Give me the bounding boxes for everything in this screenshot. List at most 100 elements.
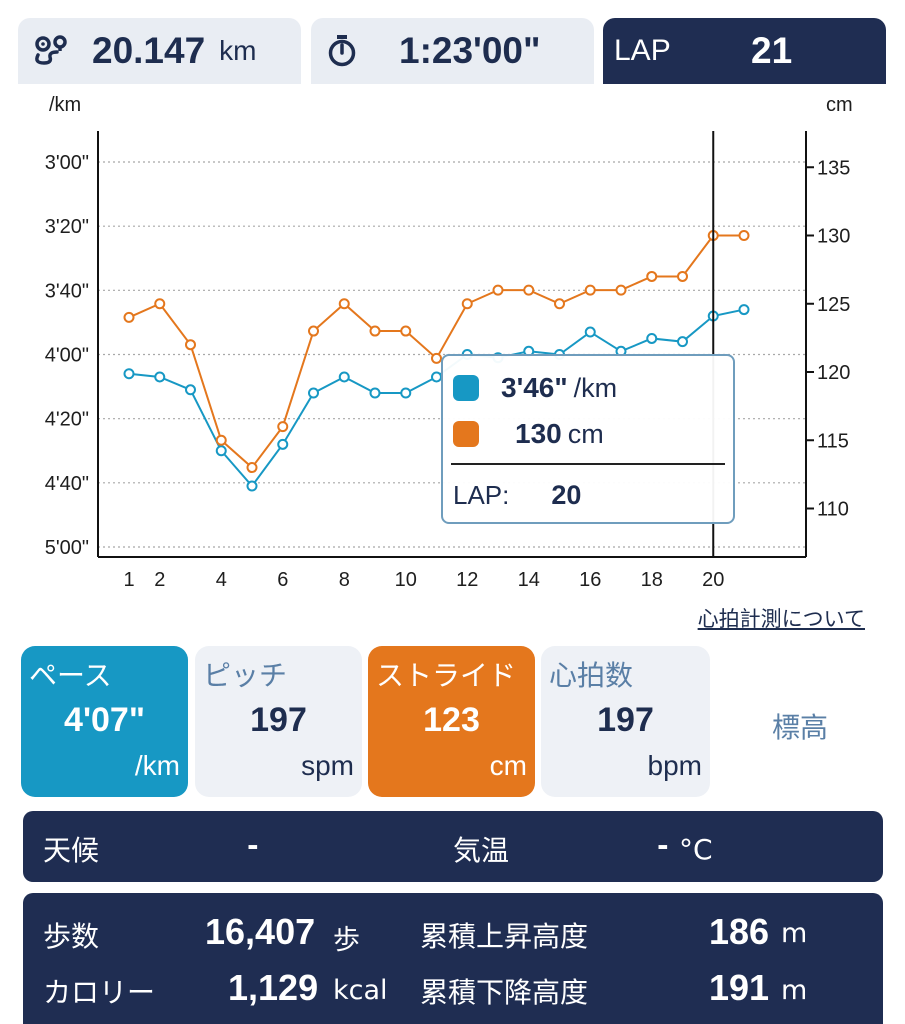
pace-point[interactable]	[308, 387, 319, 399]
temperature-label: 気温	[453, 834, 510, 867]
x-tick-label: 12	[456, 569, 478, 591]
descent-unit: m	[781, 975, 808, 1006]
calories-label: カロリー	[43, 976, 156, 1009]
pace-point[interactable]	[154, 371, 166, 383]
pace-point[interactable]	[215, 445, 227, 457]
right-tick-label: 110	[817, 499, 849, 521]
pace-point[interactable]	[738, 304, 750, 316]
stride-point[interactable]	[308, 325, 319, 337]
tooltip-pace-unit: /km	[573, 372, 618, 403]
tooltip-lap-row: LAP: 20	[453, 480, 581, 511]
stride-point[interactable]	[523, 284, 535, 296]
pace-point[interactable]	[338, 371, 350, 383]
lap-card[interactable]: LAP 21	[603, 18, 886, 84]
tooltip-stride-row: 130 cm	[453, 418, 604, 450]
ascent-value: 186	[709, 911, 770, 952]
lap-value: 21	[751, 30, 793, 71]
stride-point[interactable]	[492, 284, 504, 296]
steps-unit: 歩	[333, 925, 360, 956]
stride-card[interactable]: ストライド 123 cm	[368, 646, 535, 797]
ascent-unit: m	[781, 918, 808, 949]
descent-label: 累積下降高度	[420, 976, 589, 1009]
chart-tooltip: 3'46" /km 130 cm LAP: 20	[441, 354, 735, 524]
right-tick-label: 120	[817, 362, 850, 384]
stride-point[interactable]	[338, 298, 350, 310]
stride-label: ストライド	[376, 659, 517, 692]
stride-point[interactable]	[461, 298, 473, 310]
chart-axes	[97, 131, 807, 558]
pitch-label: ピッチ	[203, 659, 288, 692]
left-tick-label: 4'40"	[45, 473, 89, 495]
pace-stride-chart[interactable]: /km cm 3'00" 3'20" 3'40" 4'00" 4'20" 4'40" 5'0…	[0, 86, 905, 601]
x-tick-label: 6	[277, 569, 288, 591]
pace-point[interactable]	[185, 384, 196, 396]
temperature-unit: °C	[679, 833, 713, 866]
pace-point[interactable]	[277, 438, 289, 450]
descent-value: 191	[709, 967, 770, 1008]
ascent-label: 累積上昇高度	[420, 920, 589, 953]
stride-point[interactable]	[185, 339, 196, 351]
tooltip-lap-value: 20	[551, 480, 582, 510]
x-tick-label: 4	[216, 569, 227, 591]
left-axis-ticks: 3'00" 3'20" 3'40" 4'00" 4'20" 4'40" 5'00"	[45, 152, 89, 559]
right-tick-label: 115	[817, 430, 849, 452]
x-tick-label: 16	[579, 569, 601, 591]
stride-swatch	[453, 421, 479, 447]
stride-point[interactable]	[615, 284, 627, 296]
left-axis-unit: /km	[49, 94, 81, 116]
heart-rate-value: 197	[597, 701, 654, 739]
pace-point[interactable]	[646, 332, 658, 344]
stride-point[interactable]	[154, 298, 166, 310]
time-value: 1:23'00"	[399, 30, 541, 71]
x-tick-label: 14	[518, 569, 540, 591]
stride-point[interactable]	[646, 270, 658, 282]
stride-point[interactable]	[123, 311, 135, 323]
right-axis-ticks: 135 130 125 120 115 110	[806, 157, 850, 521]
pace-point[interactable]	[400, 387, 412, 399]
pace-label: ペース	[29, 659, 112, 692]
weather-bar: 天候 - 気温 - °C	[23, 811, 883, 882]
stride-unit: cm	[489, 750, 527, 781]
x-tick-label: 10	[395, 569, 417, 591]
pitch-card[interactable]: ピッチ 197 spm	[195, 646, 362, 797]
stride-point[interactable]	[369, 325, 381, 337]
pace-swatch	[453, 375, 479, 401]
heart-rate-info-link[interactable]: 心拍計測について	[697, 607, 865, 631]
pace-point[interactable]	[677, 336, 688, 348]
stride-point[interactable]	[554, 298, 565, 310]
stride-point[interactable]	[400, 325, 412, 337]
pace-point[interactable]	[431, 371, 442, 383]
x-tick-label: 1	[123, 569, 134, 591]
stride-point[interactable]	[246, 462, 258, 474]
stride-point[interactable]	[277, 421, 289, 433]
pace-point[interactable]	[246, 480, 258, 492]
x-tick-label: 2	[154, 569, 165, 591]
pace-point[interactable]	[123, 368, 135, 380]
weather-label: 天候	[43, 834, 100, 867]
elevation-tab[interactable]: 標高	[771, 711, 828, 744]
stride-value: 123	[423, 701, 480, 739]
distance-value: 20.147	[92, 30, 206, 71]
heart-rate-unit: bpm	[647, 750, 702, 781]
route-icon	[35, 35, 67, 65]
pace-card[interactable]: ペース 4'07" /km	[21, 646, 188, 797]
chart-series	[123, 131, 750, 557]
stride-point[interactable]	[431, 352, 442, 364]
left-tick-label: 4'20"	[45, 409, 89, 431]
heart-rate-card[interactable]: 心拍数 197 bpm	[541, 646, 710, 797]
pitch-unit: spm	[301, 750, 354, 781]
tooltip-pace-value: 3'46"	[501, 372, 568, 403]
right-tick-label: 125	[817, 294, 850, 316]
stride-point[interactable]	[584, 284, 596, 296]
stride-point[interactable]	[215, 434, 227, 446]
pitch-value: 197	[250, 701, 307, 739]
stride-point[interactable]	[738, 230, 750, 241]
tooltip-stride-value: 130	[515, 418, 562, 449]
pace-point[interactable]	[369, 387, 381, 399]
pace-point[interactable]	[584, 326, 596, 338]
stopwatch-icon	[328, 35, 356, 67]
x-tick-label: 20	[702, 569, 724, 591]
pace-unit: /km	[134, 750, 180, 781]
stride-point[interactable]	[677, 270, 688, 282]
temperature-value: -	[657, 829, 669, 862]
